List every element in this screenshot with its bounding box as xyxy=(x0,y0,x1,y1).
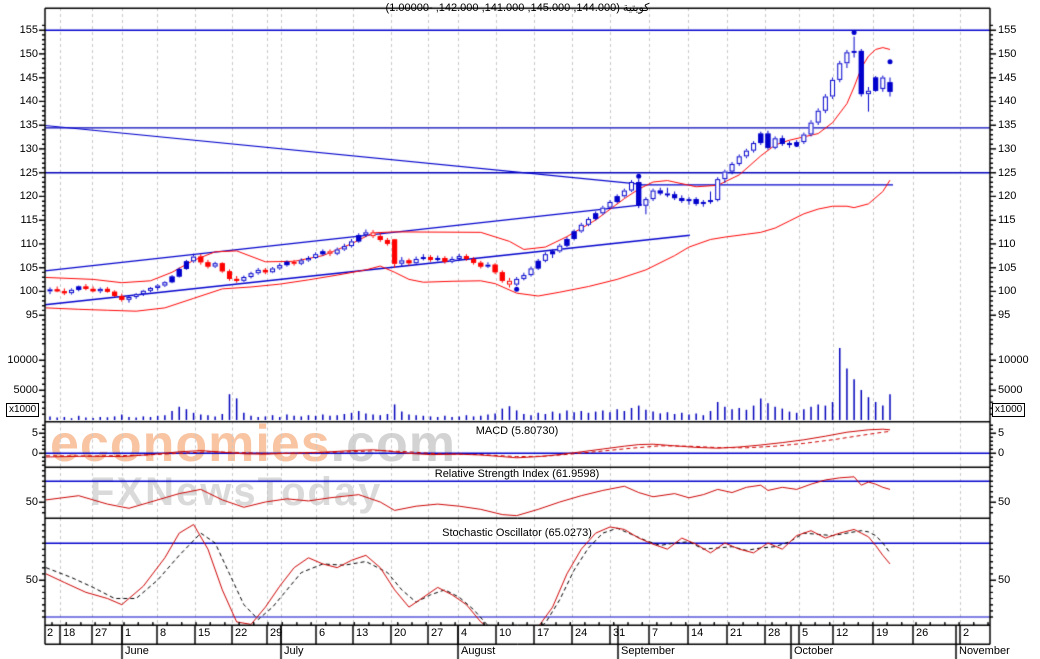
stock-chart-app: economies.com FXNewsToday كويتية (144.00… xyxy=(0,0,1040,659)
chart-canvas[interactable] xyxy=(0,0,1040,659)
